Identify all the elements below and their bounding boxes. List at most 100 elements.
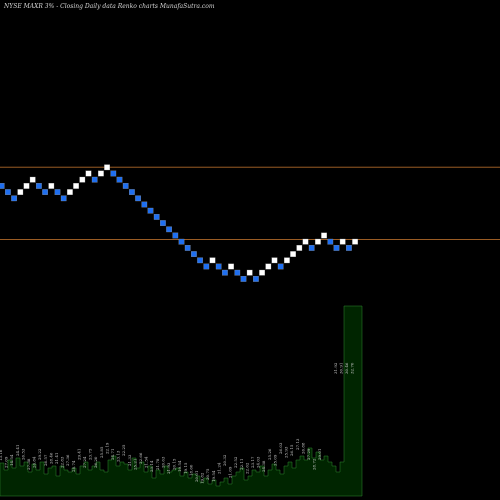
volume-label: 23.75 — [88, 448, 93, 460]
volume-label: 14.54 — [9, 454, 14, 466]
volume-label: 20.63 — [160, 456, 165, 468]
renko-brick-down — [11, 195, 17, 202]
renko-brick-up — [73, 183, 79, 189]
renko-brick-down — [333, 245, 340, 251]
renko-brick-up — [228, 263, 234, 270]
volume-label: 22.52 — [233, 456, 238, 468]
volume-label: 20.75 — [205, 468, 210, 480]
volume-label: 19.82 — [200, 472, 205, 484]
volume-label: 23.14 — [149, 460, 154, 472]
volume-label: 21.09 — [228, 466, 233, 478]
volume-label: 27.29 — [306, 448, 311, 460]
renko-brick-up — [79, 176, 86, 183]
renko-brick-up — [296, 245, 303, 251]
volume-label: 21.54 — [144, 456, 149, 468]
volume-label: 22.66 — [138, 452, 143, 464]
volume-label: 24.38 — [261, 460, 266, 472]
volume-label: 26.53 — [20, 448, 25, 460]
renko-brick-up — [321, 232, 327, 239]
volume-label: 19.15 — [183, 462, 188, 474]
renko-brick-up — [290, 251, 296, 257]
renko-brick-up — [104, 164, 110, 171]
renko-brick-down — [327, 238, 334, 245]
renko-brick-up — [315, 238, 321, 245]
volume-label: 29.41 — [76, 449, 81, 460]
volume-label: 28.72 — [312, 458, 317, 470]
renko-brick-down — [178, 238, 185, 245]
volume-label: 27.36 — [65, 454, 70, 466]
volume-label: 21.33 — [127, 454, 132, 466]
volume-label: 25.85 — [99, 446, 104, 458]
volume-label: 23.17 — [250, 456, 255, 468]
renko-brick-up — [29, 176, 36, 183]
volume-label: 21.78 — [155, 458, 160, 470]
renko-brick-down — [116, 176, 123, 183]
renko-brick-up — [302, 238, 309, 245]
volume-label: 28.74 — [71, 460, 76, 472]
renko-brick-up — [209, 257, 216, 264]
renko-brick-up — [67, 189, 73, 195]
renko-brick-up — [23, 183, 30, 189]
renko-brick-down — [91, 176, 98, 183]
level-lines — [0, 166, 500, 240]
chart-header: NYSE MAXR 3% - Closing Daily data Renko … — [3, 3, 215, 10]
volume-label: 22.25 — [121, 444, 126, 456]
renko-brick-down — [308, 245, 315, 251]
renko-brick-down — [191, 251, 197, 257]
volume-label: 27.09 — [4, 456, 9, 468]
renko-brick-down — [197, 257, 203, 264]
renko-brick-down — [5, 189, 11, 195]
volume-label: 22.62 — [244, 462, 249, 474]
renko-brick-down — [240, 276, 247, 282]
renko-brick-down — [147, 207, 154, 214]
volume-label: 25.26 — [267, 448, 272, 460]
volume-label: 25.21 — [132, 459, 137, 470]
volume-bars — [0, 305, 363, 497]
renko-brick-up — [246, 269, 253, 276]
volume-label: 32.70 — [350, 362, 355, 374]
volume-label: 29.01 — [317, 449, 322, 460]
renko-brick-down — [110, 170, 117, 177]
renko-brick-up — [284, 257, 290, 264]
renko-brick-down — [54, 189, 61, 195]
renko-brick-down — [135, 195, 141, 202]
renko-brick-down — [253, 276, 259, 282]
volume-label: 24.03 — [256, 456, 261, 468]
renko-brick-up — [339, 238, 346, 245]
renko-brick-up — [98, 170, 104, 177]
volume-label: 21.24 — [216, 462, 221, 474]
renko-brick-down — [141, 201, 148, 208]
volume-label: 22.83 — [60, 456, 65, 468]
volume-label: 19.54 — [211, 470, 216, 482]
renko-brick-down — [153, 214, 160, 220]
volume-label: 25.93 — [284, 446, 289, 458]
renko-bricks — [0, 164, 358, 282]
volume-label: 20.01 — [194, 471, 199, 482]
renko-brick-down — [36, 183, 42, 189]
renko-brick-up — [17, 189, 24, 195]
renko-brick-down — [234, 269, 241, 276]
volume-label: 19.54 — [177, 460, 182, 472]
renko-brick-down — [215, 263, 222, 270]
volume-label: 28.46 — [48, 452, 53, 464]
volume-label: 22.11 — [239, 459, 244, 470]
volume-label: 24.71 — [110, 449, 115, 460]
renko-brick-down — [160, 220, 166, 226]
renko-brick-down — [42, 189, 48, 195]
volume-label: 27.24 — [82, 456, 87, 468]
renko-brick-down — [166, 226, 172, 233]
volume-label: 29.22 — [37, 448, 42, 460]
volume-label: 26.20 — [93, 456, 98, 468]
renko-brick-up — [265, 263, 272, 270]
renko-brick-down — [0, 183, 5, 189]
renko-brick-up — [259, 269, 265, 276]
renko-brick-up — [271, 257, 278, 264]
volume-label: 27.13 — [295, 438, 300, 450]
renko-brick-up — [85, 170, 92, 177]
renko-brick-down — [184, 245, 191, 251]
volume-area — [0, 305, 363, 497]
volume-label: 26.15 — [289, 444, 294, 456]
volume-label: 20.32 — [222, 454, 227, 466]
volume-label: 26.88 — [300, 442, 305, 454]
